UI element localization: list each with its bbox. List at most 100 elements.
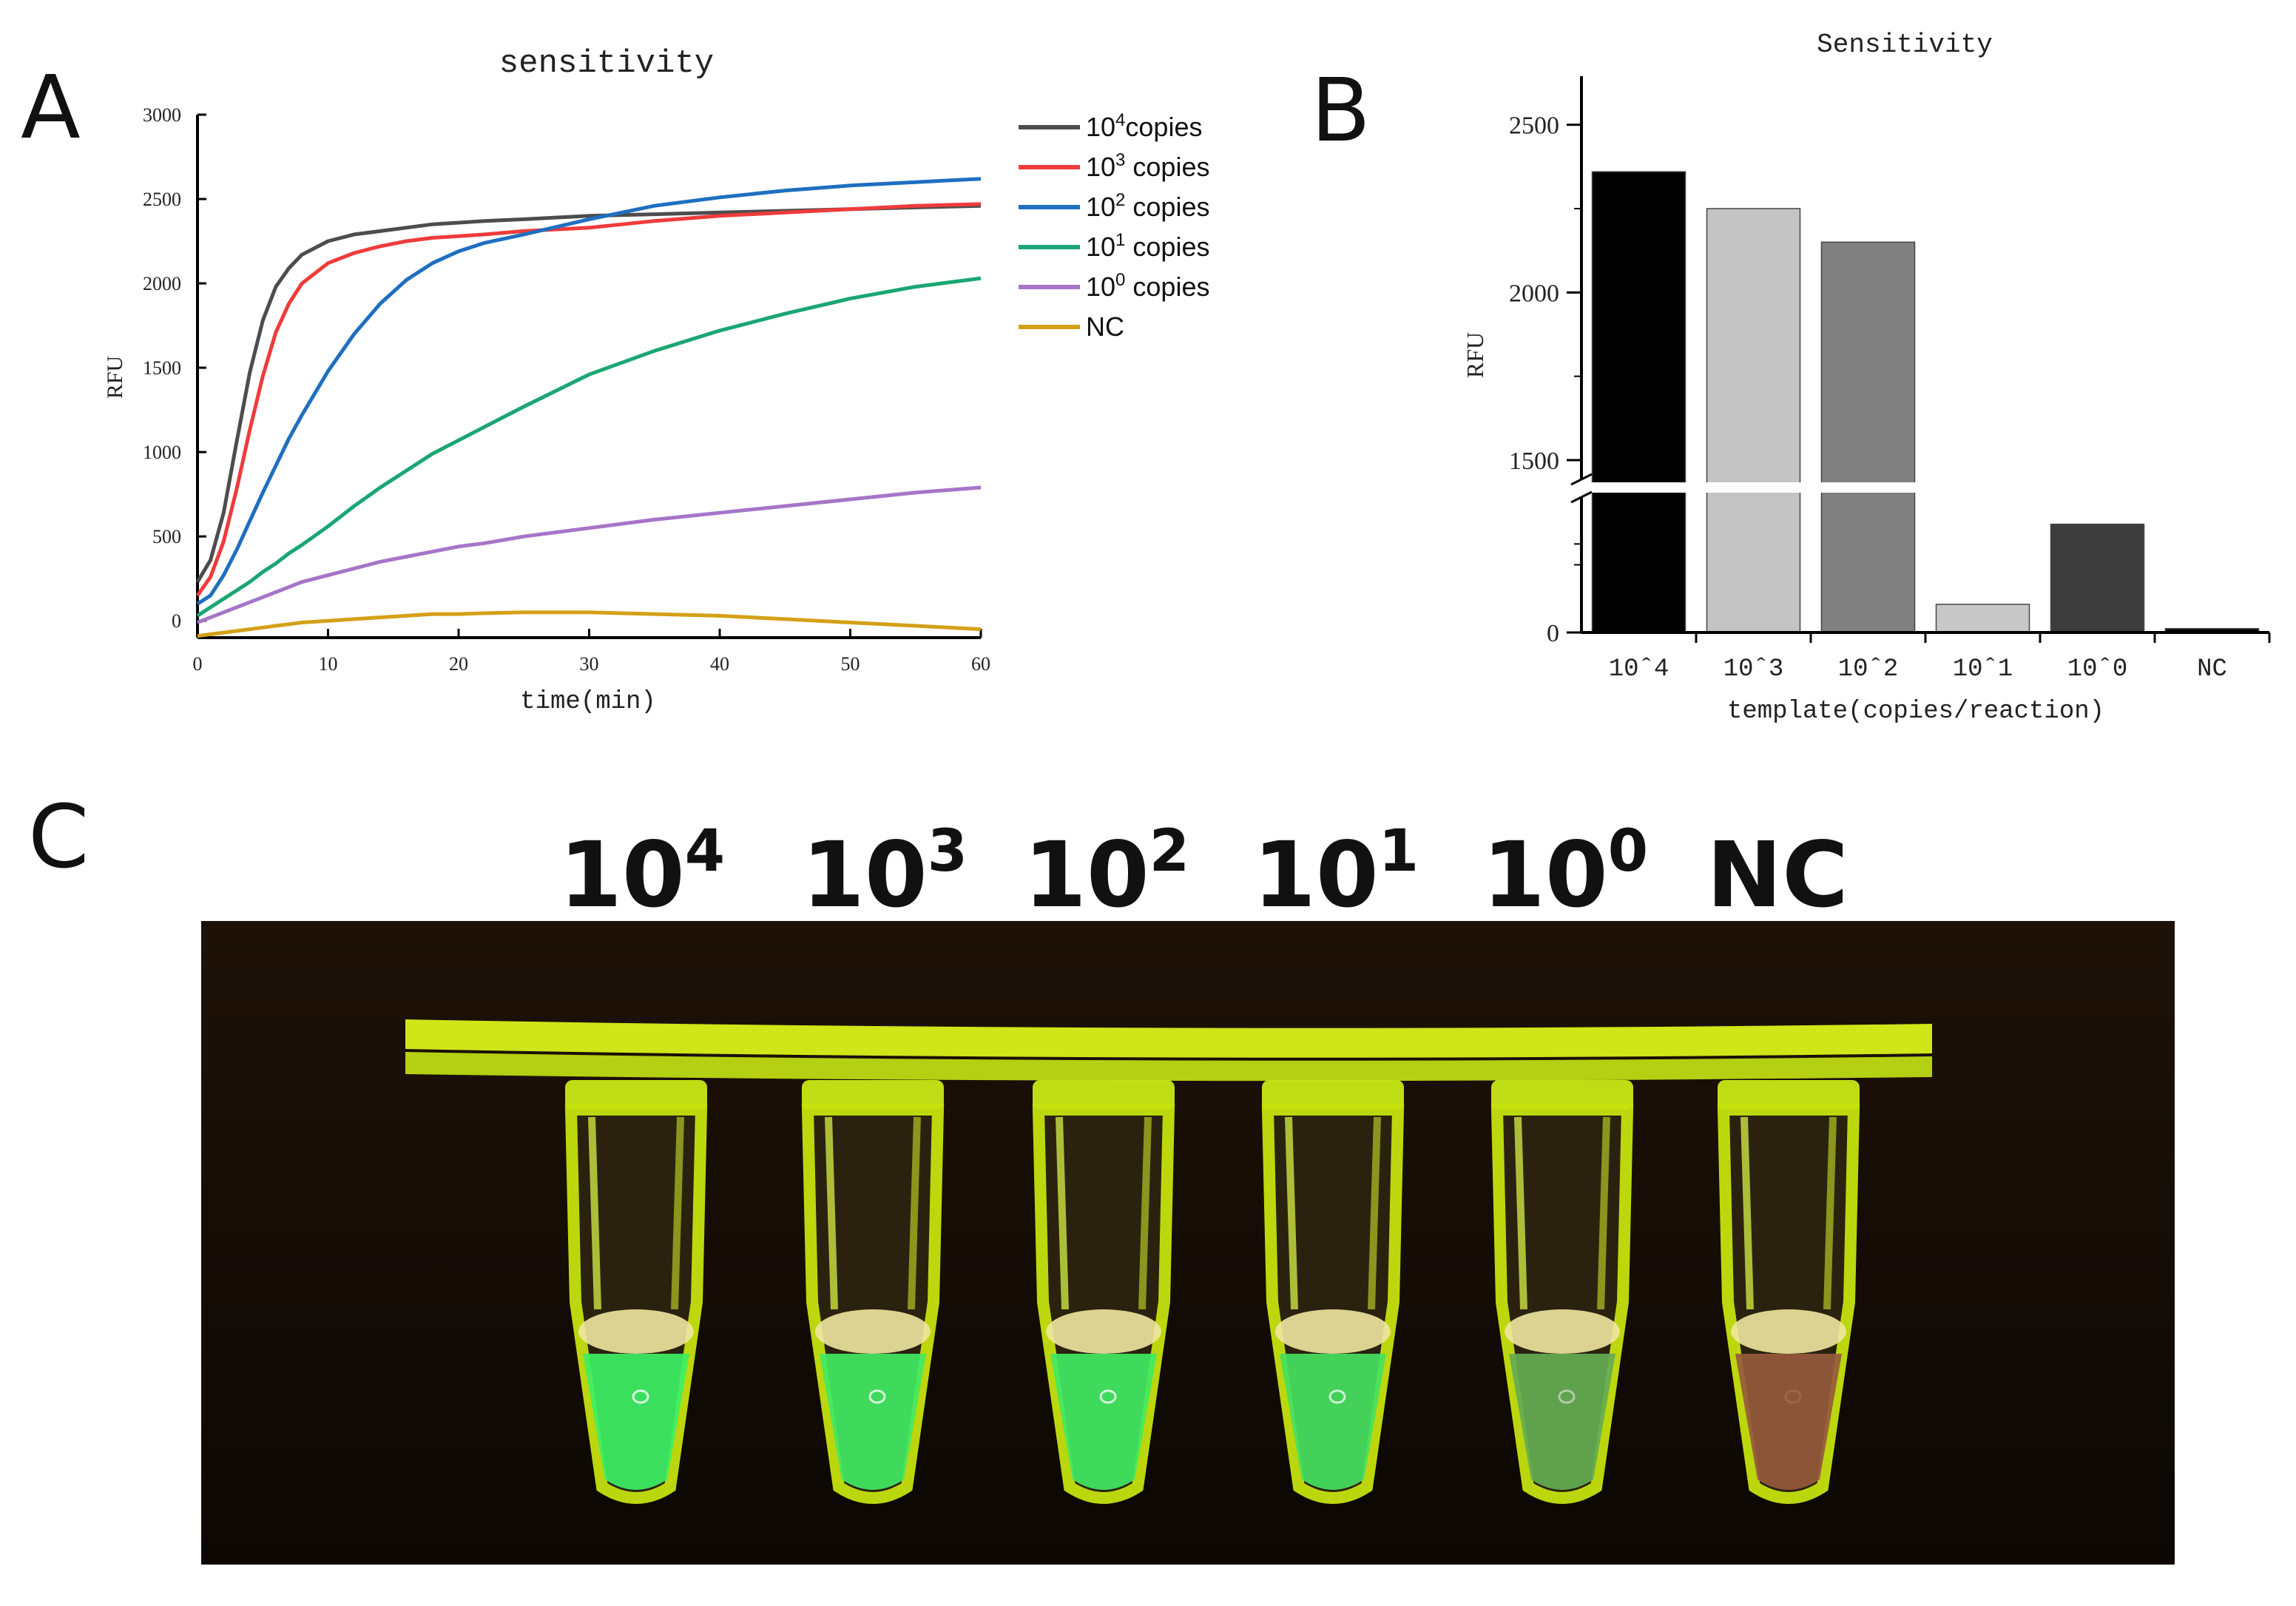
series-line-3	[196, 276, 982, 618]
legend-label: 101 copies	[1086, 230, 1209, 262]
x-tick-label: 10	[319, 653, 338, 675]
tube-liquid	[1735, 1354, 1842, 1490]
y-tick-label: 2000	[1509, 280, 1559, 307]
axis-break-band	[1567, 482, 2269, 493]
tube-rim	[1718, 1080, 1860, 1110]
axis-break-mark	[1570, 473, 1593, 486]
series-line-4	[197, 485, 982, 624]
tube-liquid	[820, 1354, 926, 1490]
chart-title: sensitivity	[499, 45, 714, 82]
tube-meniscus	[578, 1309, 694, 1354]
y-tick-label: 500	[152, 526, 181, 547]
y-tick-label: 0	[172, 610, 181, 632]
tube-meniscus	[1046, 1309, 1161, 1354]
legend-label: 102 copies	[1086, 190, 1209, 222]
tube-bubble	[1099, 1389, 1117, 1404]
tube-liquid	[583, 1354, 689, 1490]
tube	[1032, 1080, 1175, 1504]
tube-glint	[1285, 1116, 1298, 1310]
x-tick-label: 60	[971, 653, 990, 675]
x-tick-label: 10ˆ0	[2067, 655, 2128, 684]
axis-break-mark	[1570, 490, 1593, 504]
tube-glint	[1056, 1116, 1069, 1310]
tube-liquid	[1280, 1354, 1386, 1490]
tube	[1490, 1080, 1634, 1504]
bar-0	[1591, 171, 1686, 633]
tube-glint	[1597, 1116, 1610, 1310]
x-tick-label: 40	[710, 653, 729, 675]
panel-label-a: A	[21, 56, 81, 158]
tube-bubble	[868, 1389, 886, 1404]
x-tick-label: 50	[841, 653, 860, 675]
tube-label: 100	[1482, 818, 1648, 928]
legend-label: 100 copies	[1086, 270, 1209, 302]
x-tick-label: 10ˆ4	[1609, 655, 1669, 684]
y-tick-label: 3000	[143, 104, 181, 126]
tube-glint	[588, 1116, 601, 1310]
tube-meniscus	[1505, 1309, 1620, 1354]
tube-glint	[1740, 1116, 1754, 1310]
legend-label: 104copies	[1086, 110, 1202, 142]
tube-bubble	[1784, 1389, 1802, 1404]
x-tick-label: 30	[580, 653, 599, 675]
legend-label: NC	[1086, 311, 1124, 342]
tube-rim	[1491, 1080, 1633, 1110]
tube-meniscus	[1731, 1309, 1846, 1354]
tube-glint	[908, 1116, 921, 1310]
tube-bubble	[632, 1389, 649, 1404]
tube-strip-cap	[405, 1019, 1932, 1058]
line-chart: sensitivity RFU time(min) 05001000150020…	[103, 45, 1209, 716]
x-tick-label: 10ˆ2	[1838, 655, 1899, 684]
y-axis-label: RFU	[103, 355, 127, 399]
tube-glint	[1138, 1116, 1152, 1310]
tube-label: 101	[1253, 818, 1419, 928]
bar-1	[1706, 208, 1801, 633]
y-tick-label: 1500	[1509, 448, 1559, 475]
tube-bubble	[1328, 1389, 1346, 1404]
y-tick-label: 2000	[143, 273, 181, 294]
tube-glint	[671, 1116, 684, 1310]
tube-glint	[825, 1116, 838, 1310]
bar-2	[1820, 241, 1916, 633]
tube-rim	[565, 1080, 707, 1110]
y-tick-label: 1500	[143, 357, 181, 379]
x-axis-label: template(copies/reaction)	[1727, 698, 2104, 726]
panel-label-c: C	[28, 786, 89, 888]
bar-chart: Sensitivity RFU template(copies/reaction…	[1462, 30, 2271, 726]
bar-3	[1935, 604, 2030, 633]
y-tick-label: 2500	[1509, 112, 1559, 140]
series-line-1	[195, 202, 982, 597]
y-tick-label: 1000	[143, 442, 181, 463]
y-tick-label: 2500	[143, 189, 181, 210]
tube-glint	[1514, 1116, 1527, 1310]
tube	[1717, 1080, 1860, 1504]
bar-4	[2050, 523, 2145, 633]
tube-label: 102	[1024, 818, 1189, 928]
tube-rim	[802, 1080, 944, 1110]
tube-label: NC	[1706, 823, 1848, 928]
y-tick-label: 0	[1547, 620, 1559, 647]
tube	[801, 1080, 945, 1504]
tube-rim	[1262, 1080, 1404, 1110]
tube-label: 104	[559, 818, 725, 928]
tube-label: 103	[802, 818, 968, 928]
tube	[564, 1080, 708, 1504]
panel-label-b: B	[1311, 59, 1371, 161]
x-tick-label: 20	[449, 653, 468, 675]
series-line-2	[196, 177, 982, 606]
x-tick-label: 0	[193, 653, 203, 675]
tube-bubble	[1558, 1389, 1576, 1404]
tube-meniscus	[1275, 1309, 1391, 1354]
series-line-0	[195, 203, 982, 583]
y-axis-label: RFU	[1462, 332, 1488, 378]
x-axis-label: time(min)	[520, 688, 656, 716]
series-line-5	[197, 610, 982, 638]
x-tick-label: 10ˆ3	[1723, 655, 1784, 684]
tube-glint	[1368, 1116, 1381, 1310]
tube-meniscus	[815, 1309, 931, 1354]
x-tick-label: NC	[2197, 655, 2227, 684]
tube	[1261, 1080, 1405, 1504]
tube-liquid	[1509, 1354, 1615, 1490]
tube-rim	[1033, 1080, 1175, 1110]
